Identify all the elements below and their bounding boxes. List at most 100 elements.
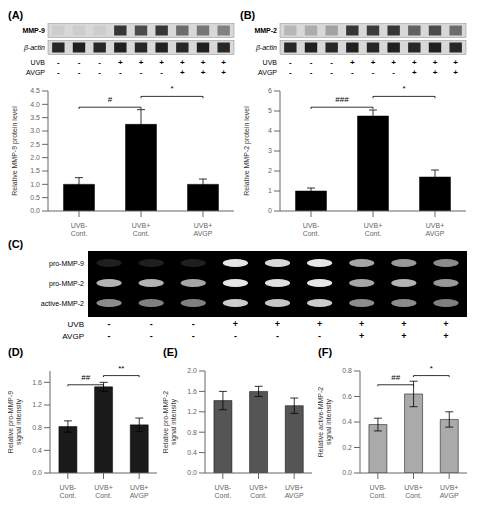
svg-text:3.5: 3.5: [30, 114, 40, 121]
svg-text:UVB-Cont.: UVB-Cont.: [214, 484, 231, 499]
svg-text:β-actin: β-actin: [23, 44, 45, 52]
svg-text:3.0: 3.0: [30, 127, 40, 134]
svg-text:*: *: [170, 84, 173, 93]
svg-text:+: +: [412, 68, 417, 77]
svg-text:-: -: [276, 331, 279, 341]
svg-text:-: -: [119, 68, 122, 77]
svg-text:UVB+Cont.: UVB+Cont.: [132, 222, 150, 237]
svg-text:5: 5: [268, 107, 272, 114]
svg-text:-: -: [192, 319, 195, 329]
svg-text:0.0: 0.0: [32, 469, 42, 476]
svg-text:+: +: [275, 319, 280, 329]
svg-text:1.5: 1.5: [30, 167, 40, 174]
svg-text:Relative pro-MMP-2signal inten: Relative pro-MMP-2signal intensity: [163, 391, 178, 453]
svg-text:*: *: [430, 364, 433, 373]
svg-text:MMP-9: MMP-9: [22, 27, 45, 34]
svg-text:#: #: [108, 95, 113, 104]
svg-text:0: 0: [268, 207, 272, 214]
svg-text:UVB: UVB: [263, 59, 278, 66]
svg-text:0.8: 0.8: [187, 429, 197, 436]
svg-text:-: -: [78, 68, 81, 77]
svg-text:+: +: [350, 58, 355, 67]
svg-text:0.0: 0.0: [342, 469, 352, 476]
svg-text:-: -: [192, 331, 195, 341]
svg-text:*: *: [402, 84, 405, 93]
svg-text:+: +: [401, 331, 406, 341]
svg-text:-: -: [310, 68, 313, 77]
svg-text:UVB+AVGP: UVB+AVGP: [285, 484, 304, 499]
svg-text:0.5: 0.5: [30, 194, 40, 201]
svg-text:active-MMP-2: active-MMP-2: [41, 300, 84, 307]
svg-text:-: -: [372, 68, 375, 77]
svg-text:0.6: 0.6: [342, 393, 352, 400]
svg-text:-: -: [98, 58, 101, 67]
svg-text:1.6: 1.6: [187, 388, 197, 395]
svg-text:4.5: 4.5: [30, 87, 40, 94]
svg-text:-: -: [318, 331, 321, 341]
svg-text:-: -: [234, 331, 237, 341]
svg-text:AVGP: AVGP: [26, 69, 45, 76]
svg-text:+: +: [433, 68, 438, 77]
svg-text:UVB+AVGP: UVB+AVGP: [194, 222, 213, 237]
svg-text:+: +: [371, 58, 376, 67]
svg-text:UVB-Cont.: UVB-Cont.: [303, 222, 320, 237]
svg-text:0.4: 0.4: [342, 418, 352, 425]
svg-text:-: -: [108, 331, 111, 341]
svg-text:-: -: [289, 58, 292, 67]
svg-text:+: +: [412, 58, 417, 67]
svg-text:+: +: [118, 58, 123, 67]
svg-text:-: -: [351, 68, 354, 77]
svg-text:0.0: 0.0: [30, 207, 40, 214]
svg-text:Relative MMP-9 protein level: Relative MMP-9 protein level: [11, 106, 19, 196]
svg-text:UVB+Cont.: UVB+Cont.: [404, 484, 422, 499]
svg-text:+: +: [359, 331, 364, 341]
svg-text:3: 3: [268, 147, 272, 154]
svg-text:UVB+Cont.: UVB+Cont.: [364, 222, 382, 237]
svg-text:+: +: [401, 319, 406, 329]
svg-text:-: -: [98, 68, 101, 77]
svg-text:6: 6: [268, 87, 272, 94]
svg-text:+: +: [391, 58, 396, 67]
svg-text:UVB-Cont.: UVB-Cont.: [369, 484, 386, 499]
svg-text:UVB+AVGP: UVB+AVGP: [440, 484, 459, 499]
svg-text:-: -: [57, 58, 60, 67]
svg-text:2.5: 2.5: [30, 141, 40, 148]
svg-text:-: -: [330, 58, 333, 67]
svg-text:Relative active-MMP-2signal in: Relative active-MMP-2signal intensity: [318, 387, 333, 458]
svg-text:2.0: 2.0: [187, 367, 197, 374]
svg-text:UVB+AVGP: UVB+AVGP: [426, 222, 445, 237]
svg-text:UVB+Cont.: UVB+Cont.: [249, 484, 267, 499]
svg-text:4: 4: [268, 127, 272, 134]
svg-text:+: +: [180, 68, 185, 77]
svg-text:UVB-Cont.: UVB-Cont.: [71, 222, 88, 237]
svg-text:###: ###: [335, 95, 349, 104]
svg-text:4.0: 4.0: [30, 101, 40, 108]
svg-text:+: +: [221, 68, 226, 77]
svg-text:Relative MMP-2 protein level: Relative MMP-2 protein level: [243, 106, 251, 196]
svg-text:β-actin: β-actin: [255, 44, 277, 52]
svg-text:-: -: [78, 58, 81, 67]
svg-text:-: -: [150, 319, 153, 329]
svg-text:-: -: [140, 68, 143, 77]
svg-text:UVB: UVB: [68, 320, 84, 329]
svg-text:-: -: [289, 68, 292, 77]
svg-text:1.2: 1.2: [32, 401, 42, 408]
svg-text:+: +: [201, 68, 206, 77]
svg-text:+: +: [433, 58, 438, 67]
svg-text:0.4: 0.4: [32, 447, 42, 454]
svg-text:+: +: [443, 331, 448, 341]
svg-text:0.8: 0.8: [342, 367, 352, 374]
svg-text:+: +: [221, 58, 226, 67]
svg-text:+: +: [233, 319, 238, 329]
svg-text:0.4: 0.4: [187, 449, 197, 456]
svg-text:+: +: [453, 68, 458, 77]
svg-text:-: -: [330, 68, 333, 77]
svg-text:+: +: [453, 58, 458, 67]
svg-text:-: -: [310, 58, 313, 67]
svg-text:UVB: UVB: [31, 59, 46, 66]
svg-text:pro-MMP-2: pro-MMP-2: [49, 280, 84, 288]
svg-text:-: -: [160, 68, 163, 77]
svg-text:AVGP: AVGP: [258, 69, 277, 76]
svg-text:UVB-Cont.: UVB-Cont.: [59, 484, 76, 499]
svg-text:##: ##: [81, 373, 90, 382]
